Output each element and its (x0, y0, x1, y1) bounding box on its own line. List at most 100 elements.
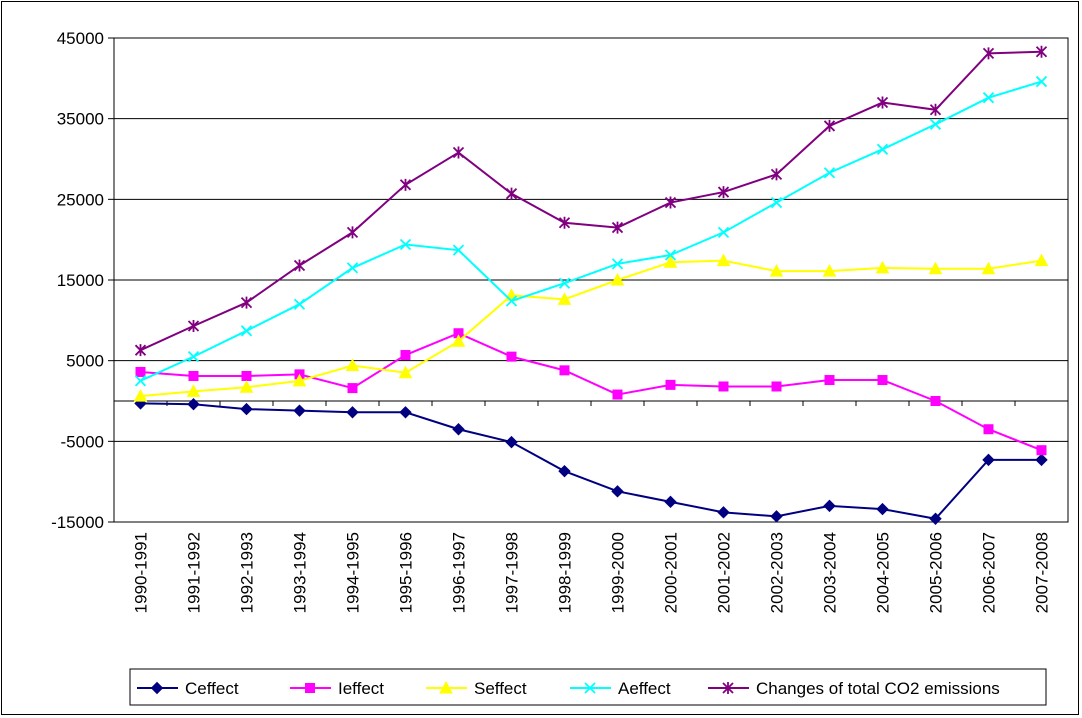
data-point (1036, 445, 1047, 456)
series-line (140, 332, 1042, 452)
y-tick-label: 5000 (66, 352, 104, 371)
x-tick-label: 1993-1994 (291, 532, 310, 613)
data-point (611, 485, 624, 498)
data-point (769, 264, 784, 277)
y-tick-label: 35000 (57, 110, 104, 129)
x-tick-label: 2005-2006 (927, 532, 946, 613)
data-point (241, 370, 252, 381)
data-point (664, 196, 677, 209)
series-line (140, 80, 1042, 382)
y-tick-label: 45000 (57, 29, 104, 48)
data-point (150, 681, 164, 695)
data-point (929, 512, 942, 525)
data-point (770, 510, 783, 523)
data-point (584, 682, 596, 694)
data-point (664, 249, 677, 261)
data-point (875, 260, 890, 274)
data-point (187, 398, 200, 411)
y-tick-label: -15000 (51, 513, 104, 532)
data-point (982, 47, 995, 60)
data-point (930, 396, 941, 406)
x-tick-label: 2002-2003 (768, 532, 787, 613)
data-point (293, 259, 306, 272)
series-line (140, 402, 1042, 520)
data-point (399, 406, 412, 419)
data-point (770, 168, 783, 181)
data-point (399, 178, 412, 191)
data-point (664, 495, 677, 509)
data-point (452, 423, 465, 436)
data-point (982, 453, 995, 467)
data-point (187, 350, 200, 363)
legend-item: Ceffect (137, 679, 239, 698)
data-point (452, 146, 465, 159)
data-point (400, 350, 411, 361)
data-point (558, 464, 571, 478)
data-point (663, 255, 678, 268)
data-point (347, 383, 358, 394)
data-point (346, 406, 359, 419)
data-point (981, 261, 996, 275)
x-tick-label: 1995-1996 (397, 532, 416, 613)
legend-item: Seffect (426, 679, 527, 698)
data-point (983, 424, 994, 435)
data-point (505, 187, 518, 200)
y-tick-label: 25000 (57, 190, 104, 209)
data-point (133, 389, 148, 402)
data-point (305, 683, 315, 693)
data-point (293, 404, 306, 417)
x-tick-label: 1991-1992 (185, 532, 204, 613)
x-tick-label: 1998-1999 (556, 532, 575, 613)
x-tick-label: 1996-1997 (450, 532, 469, 613)
legend-label: Aeffect (618, 679, 671, 698)
x-tick-label: 1997-1998 (503, 532, 522, 613)
data-point (717, 186, 730, 199)
series-changes-of-total-co2-emissions (134, 45, 1048, 357)
axes (108, 37, 1069, 523)
data-point (822, 264, 837, 277)
data-point (771, 381, 782, 392)
data-point (612, 389, 623, 400)
gridlines (114, 37, 1068, 523)
y-tick-label: -5000 (61, 432, 104, 451)
data-point (718, 381, 729, 392)
data-point (505, 435, 518, 449)
series-ceffect (134, 397, 1048, 525)
data-point (398, 365, 413, 379)
data-point (240, 296, 253, 309)
data-point (928, 261, 943, 275)
series-ieffect (135, 328, 1047, 456)
legend-item: Aeffect (570, 679, 671, 698)
data-point (929, 118, 942, 130)
data-point (346, 262, 359, 274)
x-tick-label: 1999-2000 (609, 532, 628, 613)
legend-label: Ceffect (185, 679, 239, 698)
data-point (293, 298, 306, 310)
data-point (135, 366, 146, 377)
data-point (610, 272, 625, 286)
data-point (823, 167, 836, 179)
data-point (929, 103, 942, 116)
data-point (611, 258, 624, 270)
data-point (1035, 453, 1048, 467)
data-point (611, 221, 624, 234)
data-point (186, 384, 201, 397)
data-point (665, 379, 676, 390)
series-line (140, 259, 1042, 398)
data-point (559, 365, 570, 376)
data-point (506, 351, 517, 362)
data-point (770, 196, 783, 209)
legend-label: Changes of total CO2 emissions (756, 679, 1000, 698)
y-tick-labels: 45000 35000 25000 15000 5000 -5000 -15000 (51, 29, 104, 532)
data-point (451, 334, 466, 347)
y-tick-label: 15000 (57, 271, 104, 290)
data-point (134, 375, 147, 387)
data-point (292, 373, 307, 387)
data-point (187, 319, 200, 332)
series-line (140, 50, 1042, 352)
legend: Ceffect Ieffect Seffect Aeffect Changes of t… (129, 668, 1047, 706)
x-tick-label: 1990-1991 (132, 532, 151, 613)
data-point (558, 216, 571, 229)
legend-item: Changes of total CO2 emissions (708, 679, 1000, 698)
